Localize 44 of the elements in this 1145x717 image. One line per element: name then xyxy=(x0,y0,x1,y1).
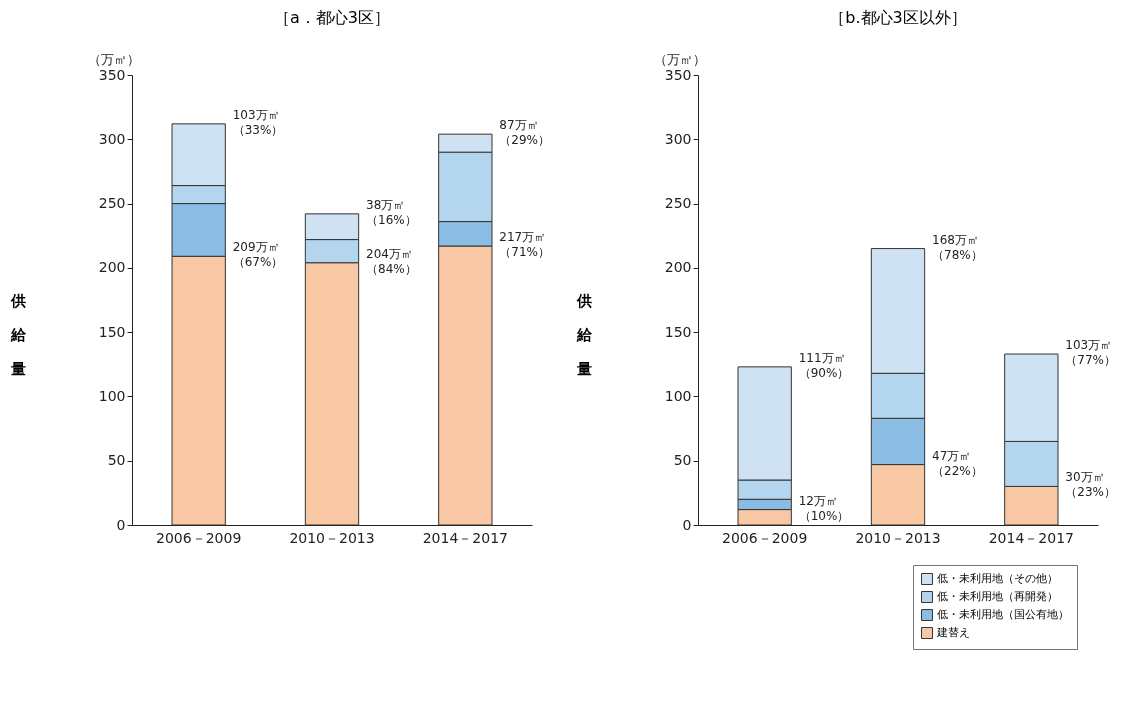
annotation: 217万㎡（71%） xyxy=(499,230,551,259)
y-tick-label: 200 xyxy=(664,259,692,276)
annotation: 111万㎡（90%） xyxy=(798,350,850,380)
y-tick-label: 100 xyxy=(664,387,692,404)
y-tick-label: 150 xyxy=(664,323,692,340)
x-tick-label: 2014－2017 xyxy=(422,529,508,546)
x-tick-label: 2010－2013 xyxy=(289,529,375,546)
y-tick-label: 0 xyxy=(682,516,692,533)
chart-title: ［a．都心3区］ xyxy=(274,8,390,27)
x-tick-label: 2006－2009 xyxy=(722,529,808,546)
y-tick-label: 250 xyxy=(664,195,692,212)
y-tick-label: 50 xyxy=(673,452,692,469)
y-tick-label: 100 xyxy=(98,387,126,404)
annotation: 103万㎡（77%） xyxy=(1065,338,1117,367)
y-tick-label: 300 xyxy=(664,130,692,147)
chart-title: ［b.都心3区以外］ xyxy=(829,8,967,27)
legend-label: 低・未利用地（その他） xyxy=(937,572,1058,585)
annotation: 38万㎡（16%） xyxy=(366,197,417,227)
annotation: 47万㎡（22%） xyxy=(932,448,983,478)
y-tick-label: 350 xyxy=(98,66,126,83)
annotation: 168万㎡（78%） xyxy=(932,232,983,262)
y-tick-label: 250 xyxy=(98,195,126,212)
annotation: 103万㎡（33%） xyxy=(232,107,284,137)
y-tick-label: 350 xyxy=(664,66,692,83)
x-tick-label: 2010－2013 xyxy=(855,529,941,546)
annotation: 30万㎡（23%） xyxy=(1065,470,1117,500)
text: （万㎡） xyxy=(88,52,140,67)
y-tick-label: 150 xyxy=(98,323,126,340)
y-tick-label: 50 xyxy=(107,452,126,469)
y-tick-label: 0 xyxy=(116,516,126,533)
text: （万㎡） xyxy=(654,52,706,67)
legend-label: 建替え xyxy=(936,626,970,639)
annotation: 204万㎡（84%） xyxy=(366,246,417,276)
y-axis-title: 供給量 xyxy=(576,291,594,378)
x-tick-label: 2006－2009 xyxy=(156,529,242,546)
x-tick-label: 2014－2017 xyxy=(988,529,1074,546)
y-axis-title: 供給量 xyxy=(10,291,28,378)
annotation: 12万㎡（10%） xyxy=(798,493,850,523)
legend-label: 低・未利用地（再開発） xyxy=(937,590,1058,603)
legend-label: 低・未利用地（国公有地） xyxy=(937,608,1069,621)
y-tick-label: 300 xyxy=(98,130,126,147)
annotation: 209万㎡（67%） xyxy=(232,240,284,270)
y-tick-label: 200 xyxy=(98,259,126,276)
annotation: 87万㎡（29%） xyxy=(499,118,551,148)
